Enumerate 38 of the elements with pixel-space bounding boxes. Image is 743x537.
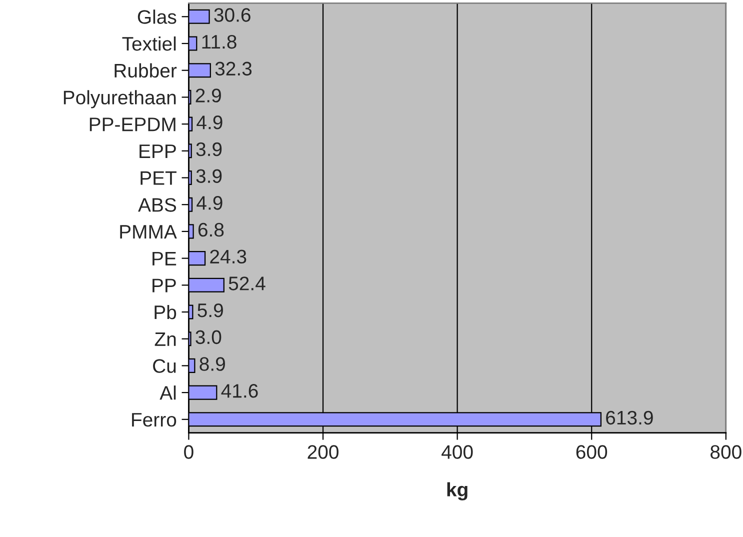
data-label: 3.9 <box>196 169 222 183</box>
y-tick-label: Glas <box>138 10 176 24</box>
y-tick-label: PE <box>152 252 176 266</box>
y-tick-label: Zn <box>154 332 176 346</box>
x-tick-label: 800 <box>710 445 742 459</box>
data-label: 41.6 <box>221 384 258 398</box>
data-label: 3.0 <box>196 330 222 344</box>
data-label: 52.4 <box>228 276 266 290</box>
data-label: 6.8 <box>198 222 224 237</box>
data-label: 5.9 <box>198 303 223 318</box>
y-tick-label: Cu <box>153 359 176 373</box>
data-label: 3.9 <box>196 142 222 156</box>
y-tick-label: PET <box>140 171 176 185</box>
y-tick-label: Polyurethaan <box>64 90 176 108</box>
y-tick-label: ABS <box>138 198 176 212</box>
y-tick-label: PP-EPDM <box>90 118 176 132</box>
y-tick-label: PMMA <box>120 225 177 238</box>
y-tick-label: Textiel <box>122 36 176 51</box>
data-label: 2.9 <box>196 88 221 102</box>
data-label: 8.9 <box>200 357 225 371</box>
x-tick-label: 600 <box>576 445 608 459</box>
data-label: 30.6 <box>214 8 250 22</box>
x-tick-label: 400 <box>442 445 473 459</box>
data-label: 24.3 <box>210 250 246 264</box>
x-axis-title: kg <box>447 482 468 500</box>
data-label: 4.9 <box>196 196 222 210</box>
y-tick-label: Rubber <box>114 63 177 78</box>
y-tick-label: EPP <box>140 144 176 158</box>
y-tick-label: Al <box>160 386 176 400</box>
x-tick-label: 200 <box>308 445 338 459</box>
y-tick-label: PP <box>152 278 176 292</box>
data-label: 613.9 <box>606 410 653 425</box>
x-tick-label: 0 <box>184 445 194 459</box>
y-tick-label: Pb <box>154 304 176 320</box>
data-label: 32.3 <box>215 62 252 76</box>
y-tick-label: Ferro <box>132 413 176 427</box>
data-label: 4.9 <box>196 116 222 130</box>
data-label: 11.8 <box>202 34 236 49</box>
